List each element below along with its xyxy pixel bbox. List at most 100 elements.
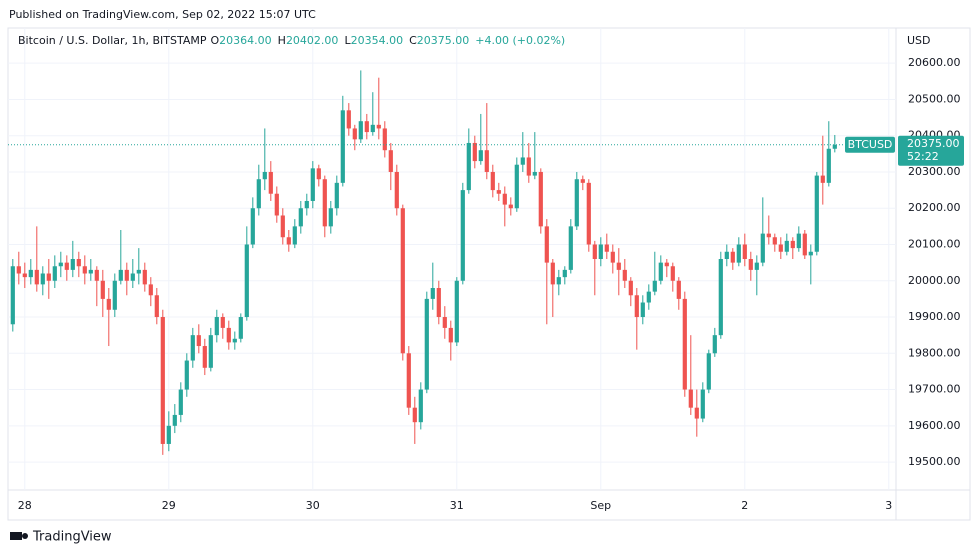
x-tick-label: 28: [18, 499, 32, 512]
candle-body: [118, 269, 123, 281]
candle-body: [448, 327, 453, 343]
price-change: +4.00 (+0.02%): [475, 34, 565, 47]
candle-body: [52, 266, 57, 281]
candle-body: [622, 269, 627, 281]
y-tick-label: 20000.00: [908, 274, 961, 287]
chart-frame: [7, 27, 971, 521]
candle-body: [574, 179, 579, 227]
candle-body: [298, 208, 303, 227]
candle-body: [466, 142, 471, 191]
candle-body: [556, 277, 561, 285]
candle-body: [424, 298, 429, 390]
candle-body: [586, 182, 591, 245]
candle-body: [268, 171, 273, 194]
candle-body: [286, 237, 291, 245]
candle-body: [214, 317, 219, 336]
y-tick-label: 20300.00: [908, 165, 961, 178]
candle-body: [94, 269, 99, 281]
ohlc-value: 20402.00: [286, 34, 339, 47]
candle-body: [658, 262, 663, 281]
ohlc-label: L: [344, 34, 351, 47]
x-tick-label: 29: [162, 499, 176, 512]
candle-body: [376, 124, 381, 129]
y-tick-label: 19700.00: [908, 383, 961, 396]
y-tick-label: 20200.00: [908, 201, 961, 214]
published-note: Published on TradingView.com, Sep 02, 20…: [9, 8, 316, 21]
candle-body: [754, 262, 759, 270]
y-tick-label: 20600.00: [908, 56, 961, 69]
candle-body: [232, 338, 237, 343]
candle-body: [712, 335, 717, 354]
tradingview-logo: [10, 532, 28, 540]
candle-body: [322, 179, 327, 227]
candle-body: [274, 193, 279, 216]
candle-body: [640, 302, 645, 318]
candle-body: [718, 259, 723, 336]
candle-body: [724, 251, 729, 259]
candle-body: [346, 110, 351, 129]
candle-body: [478, 150, 483, 162]
ohlc-value: 20354.00: [351, 34, 404, 47]
candle-body: [184, 360, 189, 390]
candle-body: [802, 233, 807, 256]
candle-body: [244, 244, 249, 318]
candle-body: [676, 280, 681, 299]
candle-body: [82, 266, 87, 274]
candle-body: [388, 150, 393, 172]
candle-body: [748, 259, 753, 270]
candle-body: [496, 190, 501, 194]
candle-body: [790, 240, 795, 249]
candle-body: [826, 148, 831, 183]
candle-body: [166, 425, 171, 444]
ohlc-label: H: [278, 34, 286, 47]
symbol-tag-label: BTCUSD: [848, 138, 893, 151]
candle-body: [670, 266, 675, 281]
candle-body: [652, 280, 657, 292]
candle-body: [742, 244, 747, 259]
candle-body: [22, 273, 27, 278]
candle-body: [646, 291, 651, 303]
candle-body: [604, 244, 609, 252]
ohlc-label: C: [409, 34, 417, 47]
candle-body: [682, 298, 687, 390]
y-tick-label: 19800.00: [908, 346, 961, 359]
candle-body: [814, 175, 819, 252]
symbol-title: Bitcoin / U.S. Dollar, 1h, BITSTAMP: [18, 34, 207, 47]
candle-body: [172, 414, 177, 426]
candle-body: [40, 273, 45, 285]
y-tick-label: 20500.00: [908, 92, 961, 105]
candle-body: [508, 204, 513, 209]
candle-body: [190, 335, 195, 361]
candle-body: [10, 266, 15, 325]
candle-body: [520, 157, 525, 165]
candle-body: [202, 346, 207, 368]
candle-body: [418, 389, 423, 423]
candle-body: [694, 407, 699, 419]
candle-body: [292, 226, 297, 245]
ohlc-value: 20375.00: [417, 34, 470, 47]
candle-body: [490, 171, 495, 191]
candle-body: [664, 262, 669, 267]
candle-body: [436, 288, 441, 318]
candle-body: [382, 128, 387, 151]
currency-label: USD: [907, 34, 931, 47]
candle-body: [352, 128, 357, 140]
candle-body: [598, 244, 603, 259]
y-tick-label: 19900.00: [908, 310, 961, 323]
x-tick-label: 31: [450, 499, 464, 512]
candle-body: [484, 150, 489, 172]
candle-body: [610, 251, 615, 263]
candle-body: [526, 157, 531, 176]
candle-body: [532, 171, 537, 176]
candle-body: [784, 240, 789, 252]
candle-body: [100, 280, 105, 299]
candle-body: [58, 262, 63, 267]
candle-body: [796, 233, 801, 249]
candle-body: [580, 179, 585, 183]
symbol-tag: [845, 136, 895, 153]
candle-body: [226, 327, 231, 343]
candle-body: [148, 284, 153, 296]
candle-body: [442, 317, 447, 328]
candle-body: [400, 208, 405, 354]
price-tag-value: 20375.00: [907, 137, 960, 150]
